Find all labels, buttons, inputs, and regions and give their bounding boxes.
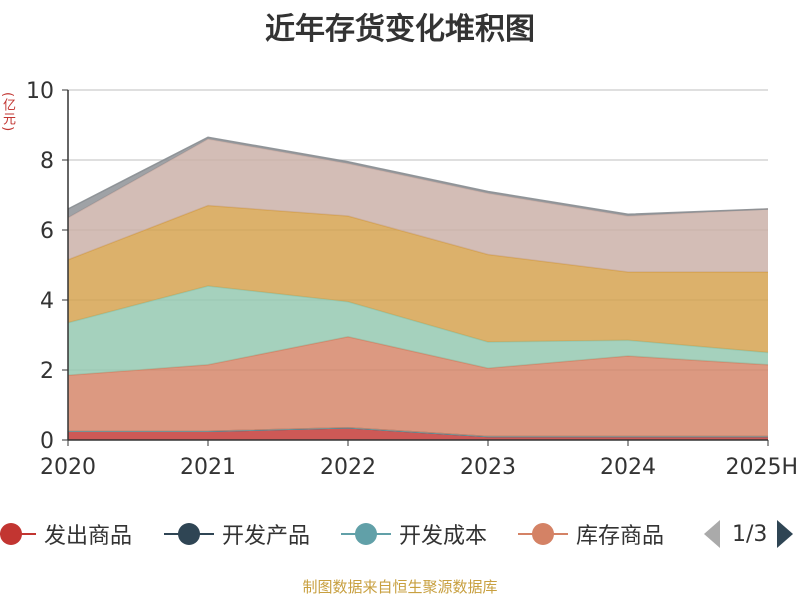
legend-item-1[interactable]: 开发产品 xyxy=(164,516,310,552)
y-tick-label-2: 4 xyxy=(40,289,54,314)
area-series-5 xyxy=(68,205,768,353)
y-tick-label-0: 0 xyxy=(40,429,54,454)
data-source-note: 制图数据来自恒生聚源数据库 xyxy=(302,578,498,596)
area-series-3 xyxy=(68,336,768,437)
legend-item-0[interactable]: 发出商品 xyxy=(0,516,132,552)
legend-marker-icon xyxy=(341,516,391,552)
x-tick-label-0: 2020 xyxy=(40,455,96,480)
line-series-7 xyxy=(67,136,769,216)
legend-label: 开发产品 xyxy=(222,524,311,549)
legend-label: 库存商品 xyxy=(576,524,665,549)
legend: 发出商品 开发产品 开发成本 库存商品 xyxy=(0,516,800,552)
y-axis-unit-label: (亿元) xyxy=(0,92,15,133)
x-tick-label-2: 2022 xyxy=(320,455,376,480)
legend-pager: 1/3 xyxy=(700,516,800,552)
y-tick-label-5: 10 xyxy=(26,79,54,104)
x-tick-label-5: 2025H xyxy=(725,455,798,480)
legend-item-2[interactable]: 开发成本 xyxy=(341,516,487,552)
legend-label: 开发成本 xyxy=(399,524,488,549)
x-tick-label-1: 2021 xyxy=(180,455,236,480)
area-series-6 xyxy=(68,139,768,272)
legend-label: 发出商品 xyxy=(44,524,133,549)
legend-marker-icon xyxy=(164,516,214,552)
area-series-4 xyxy=(68,286,768,376)
x-tick-label-3: 2023 xyxy=(460,455,516,480)
area-series-7 xyxy=(68,137,768,218)
legend-marker-icon xyxy=(518,516,568,552)
y-tick-label-3: 6 xyxy=(40,219,54,244)
legend-page-indicator: 1/3 xyxy=(732,521,768,547)
y-tick-label-4: 8 xyxy=(40,149,54,174)
legend-item-3[interactable]: 库存商品 xyxy=(518,516,664,552)
x-tick-label-4: 2024 xyxy=(600,455,656,480)
legend-marker-icon xyxy=(0,516,36,552)
legend-prev-page-icon[interactable] xyxy=(704,520,720,548)
y-tick-label-1: 2 xyxy=(40,359,54,384)
stacked-area-chart: 0 2 4 6 8 10 2020 2021 2022 2023 2024 2025H xyxy=(26,79,798,480)
legend-next-page-icon[interactable] xyxy=(777,520,794,548)
chart-title: 近年存货变化堆积图 xyxy=(265,12,535,47)
